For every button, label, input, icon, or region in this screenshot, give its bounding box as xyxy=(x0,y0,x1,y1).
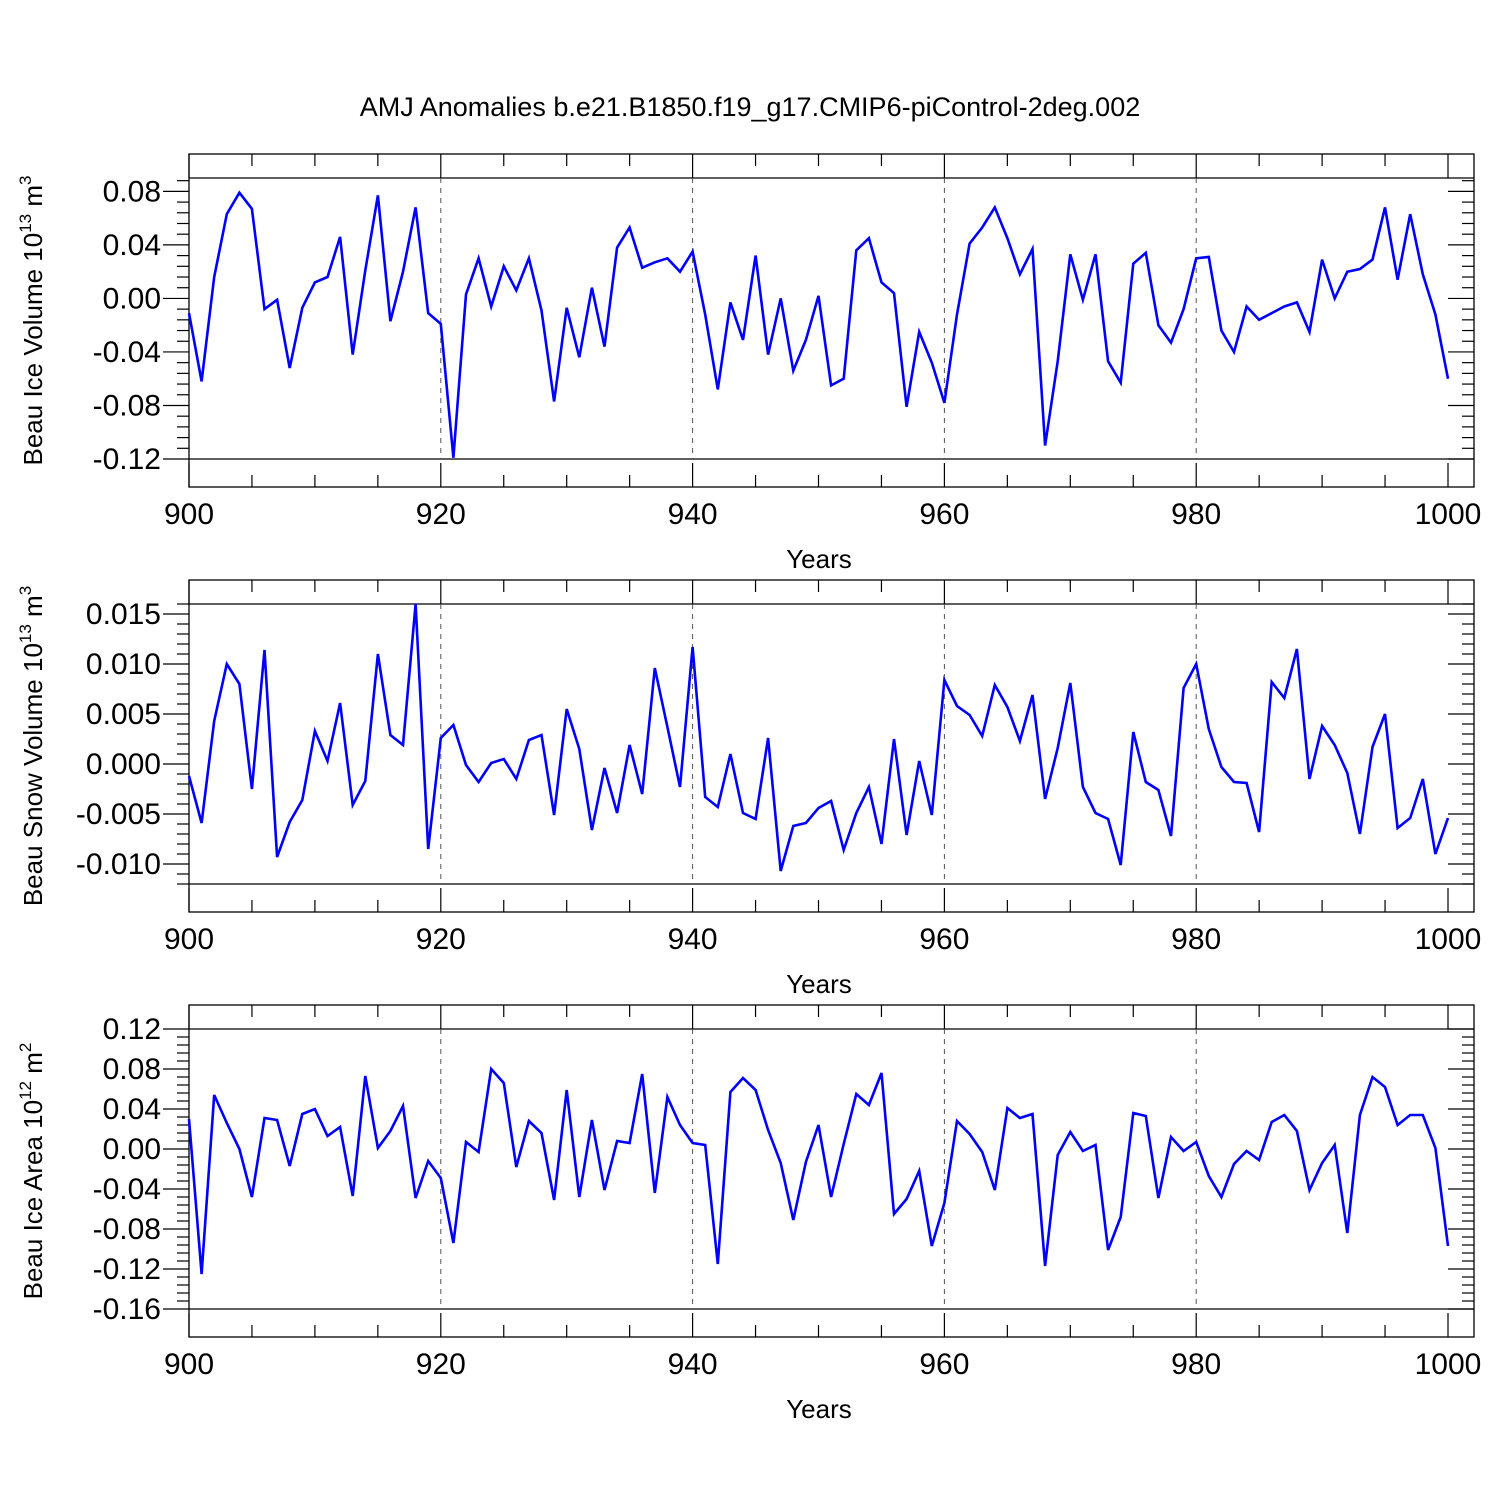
x-tick-label: 1000 xyxy=(1415,1348,1482,1381)
y-tick-label: -0.04 xyxy=(93,1173,161,1206)
y-axis-title-unit: m xyxy=(18,1052,48,1081)
y-tick-label: -0.12 xyxy=(93,1253,161,1286)
x-axis-title: Years xyxy=(786,969,852,999)
x-tick-label: 920 xyxy=(416,1348,466,1381)
y-tick-label: -0.08 xyxy=(93,389,161,422)
y-tick-label: 0.005 xyxy=(86,698,161,731)
y-tick-label: -0.04 xyxy=(93,336,161,369)
x-axis-title: Years xyxy=(786,1394,852,1424)
y-axis-title: Beau Ice Area 1012 m2 xyxy=(16,1043,48,1300)
y-axis-title-main: Beau Ice Volume 10 xyxy=(18,233,48,466)
x-tick-label: 1000 xyxy=(1415,923,1482,956)
y-tick-label: -0.12 xyxy=(93,443,161,476)
x-tick-label: 940 xyxy=(668,1348,718,1381)
series-line-ice-volume xyxy=(187,190,1450,458)
y-axis-title: Beau Snow Volume 1013 m3 xyxy=(16,586,48,906)
panels: -0.12 -0.08 -0.04 0.00 0.04 0.08 900 920 940 960 9… xyxy=(16,153,1482,1424)
y-tick-label: 0.00 xyxy=(103,282,161,315)
y-axis-title-exponent: 12 xyxy=(16,1081,35,1100)
x-axis-title: Years xyxy=(786,544,852,574)
x-tick-label: 960 xyxy=(919,923,969,956)
plot-frame xyxy=(188,153,1475,488)
y-tick-label: -0.16 xyxy=(93,1293,161,1326)
y-axis-title-main: Beau Snow Volume 10 xyxy=(18,643,48,906)
y-axis-title-unit-exponent: 3 xyxy=(16,586,35,595)
series-line-snow-volume xyxy=(187,603,1450,872)
y-axis-title-unit: m xyxy=(18,185,48,214)
x-tick-label: 900 xyxy=(164,498,214,531)
y-axis-title: Beau Ice Volume 1013 m3 xyxy=(16,176,48,466)
y-tick-label: 0.04 xyxy=(103,229,161,262)
x-tick-label: 980 xyxy=(1171,1348,1221,1381)
y-tick-label: -0.005 xyxy=(76,798,161,831)
y-tick-label: 0.00 xyxy=(103,1133,161,1166)
x-tick-label: 940 xyxy=(668,498,718,531)
x-tick-label: 920 xyxy=(416,498,466,531)
panel-ice-volume: -0.12 -0.08 -0.04 0.00 0.04 0.08 900 920 940 960 9… xyxy=(16,153,1482,574)
x-tick-label: 980 xyxy=(1171,923,1221,956)
figure-title: AMJ Anomalies b.e21.B1850.f19_g17.CMIP6-… xyxy=(360,92,1140,122)
x-tick-label: 1000 xyxy=(1415,498,1482,531)
x-tick-label: 960 xyxy=(919,1348,969,1381)
y-tick-label: 0.08 xyxy=(103,175,161,208)
y-tick-label: 0.04 xyxy=(103,1093,161,1126)
panel-snow-volume: -0.010 -0.005 0.000 0.005 0.010 0.015 900 920 94… xyxy=(16,579,1482,999)
x-tick-label: 980 xyxy=(1171,498,1221,531)
y-axis-title-unit: m xyxy=(18,595,48,624)
series-line-ice-area xyxy=(187,1066,1450,1275)
y-axis-title-unit-exponent: 2 xyxy=(16,1043,35,1052)
y-tick-label: -0.010 xyxy=(76,848,161,881)
x-tick-label: 940 xyxy=(668,923,718,956)
y-tick-label: 0.12 xyxy=(103,1013,161,1046)
y-tick-label: 0.015 xyxy=(86,598,161,631)
plot-frame xyxy=(188,1004,1475,1338)
y-axis-title-exponent: 13 xyxy=(16,214,35,233)
y-tick-label: -0.08 xyxy=(93,1213,161,1246)
y-tick-label: 0.010 xyxy=(86,648,161,681)
y-tick-label: 0.000 xyxy=(86,748,161,781)
x-tick-label: 920 xyxy=(416,923,466,956)
x-tick-label: 900 xyxy=(164,1348,214,1381)
panel-ice-area: -0.16 -0.12 -0.08 -0.04 0.00 0.04 0.08 0.12 900 9… xyxy=(16,1004,1482,1424)
y-axis-title-unit-exponent: 3 xyxy=(16,176,35,185)
y-axis-title-main: Beau Ice Area 10 xyxy=(18,1100,48,1299)
y-axis-title-exponent: 13 xyxy=(16,624,35,643)
x-tick-label: 900 xyxy=(164,923,214,956)
y-tick-label: 0.08 xyxy=(103,1053,161,1086)
plot-frame xyxy=(188,579,1475,913)
x-tick-label: 960 xyxy=(919,498,969,531)
